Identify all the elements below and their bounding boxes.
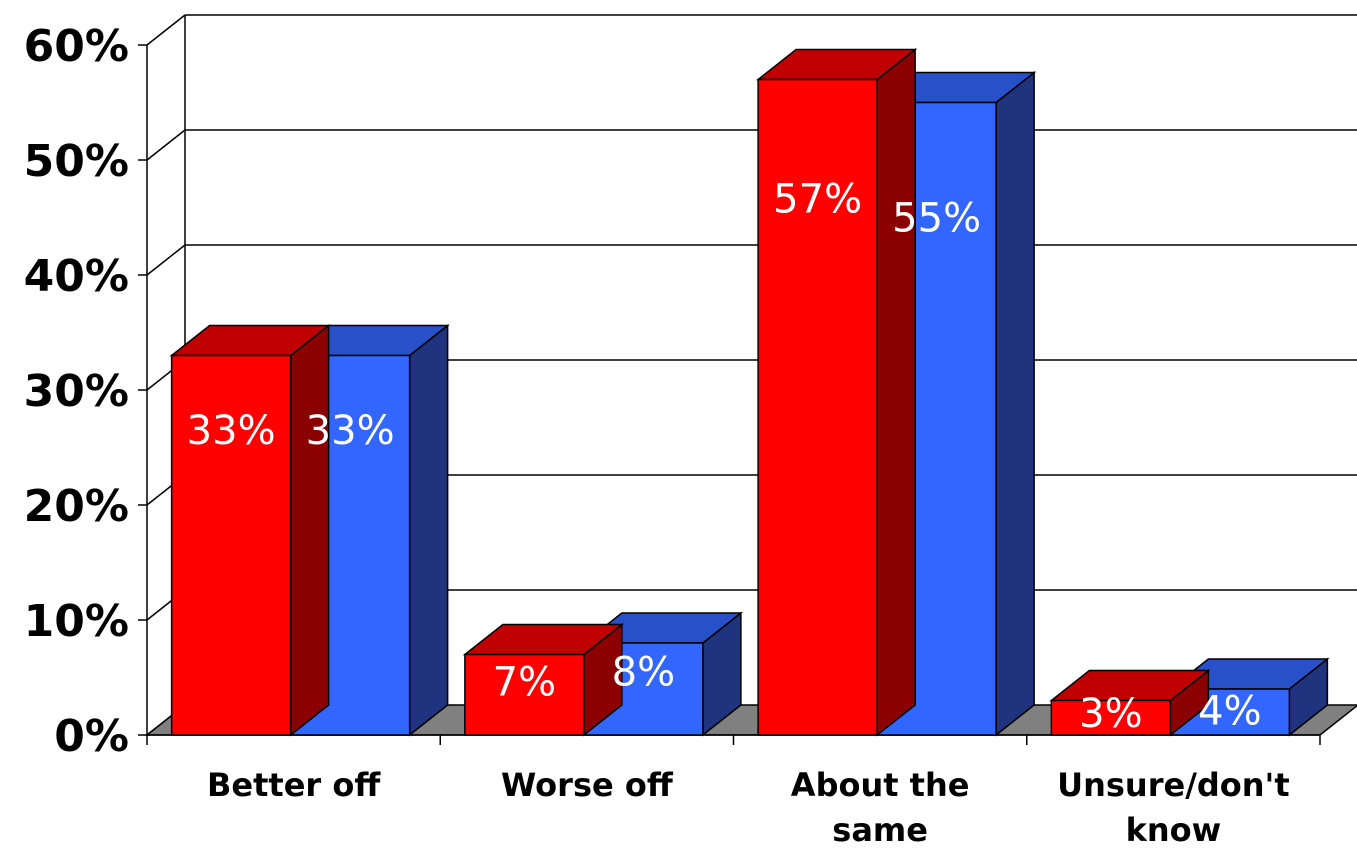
bar-front	[757, 78, 878, 736]
gridline-side	[146, 14, 186, 46]
bar-side	[876, 47, 916, 737]
bars	[169, 47, 1330, 737]
data-labels: 33% 33% 8% 7% 55% 57% 4% 3%	[187, 176, 1262, 737]
bar	[462, 622, 625, 737]
bar-front	[464, 653, 585, 736]
data-label: 8%	[612, 650, 675, 696]
y-tick-label: 30%	[24, 366, 129, 417]
data-label: 33%	[306, 408, 395, 454]
data-label: 57%	[773, 176, 862, 222]
data-label: 4%	[1198, 688, 1261, 734]
tick-labels: 0% 10% 20% 30% 40% 50% 60%	[24, 21, 129, 762]
bar-front	[170, 354, 292, 736]
category-label: know	[1126, 811, 1222, 849]
data-label: 3%	[1079, 691, 1142, 737]
bar-side	[995, 70, 1035, 737]
y-tick-label: 20%	[24, 481, 129, 532]
bar-side	[289, 323, 330, 737]
category-label: Unsure/don't	[1057, 766, 1290, 804]
category-label: Worse off	[501, 766, 674, 804]
data-label: 33%	[187, 408, 276, 454]
y-tick-label: 0%	[54, 711, 129, 762]
bar-front	[1050, 699, 1172, 736]
gridline-side	[146, 129, 186, 161]
category-label: About the	[791, 766, 970, 804]
category-label: Better off	[207, 766, 381, 804]
bar	[755, 47, 918, 737]
bar	[1049, 668, 1211, 737]
bar	[169, 323, 331, 737]
data-label: 7%	[493, 659, 556, 705]
y-tick-label: 40%	[24, 251, 129, 302]
bar-side	[408, 323, 449, 737]
category-label: same	[832, 811, 928, 849]
bar	[581, 611, 744, 737]
data-label: 55%	[892, 196, 981, 242]
category-labels: Better off Worse off About the same Unsure/d…	[207, 766, 1290, 849]
y-tick-label: 60%	[24, 21, 129, 72]
y-tick-label: 50%	[24, 136, 129, 187]
y-tick-label: 10%	[24, 596, 129, 647]
gridline-side	[146, 244, 186, 276]
